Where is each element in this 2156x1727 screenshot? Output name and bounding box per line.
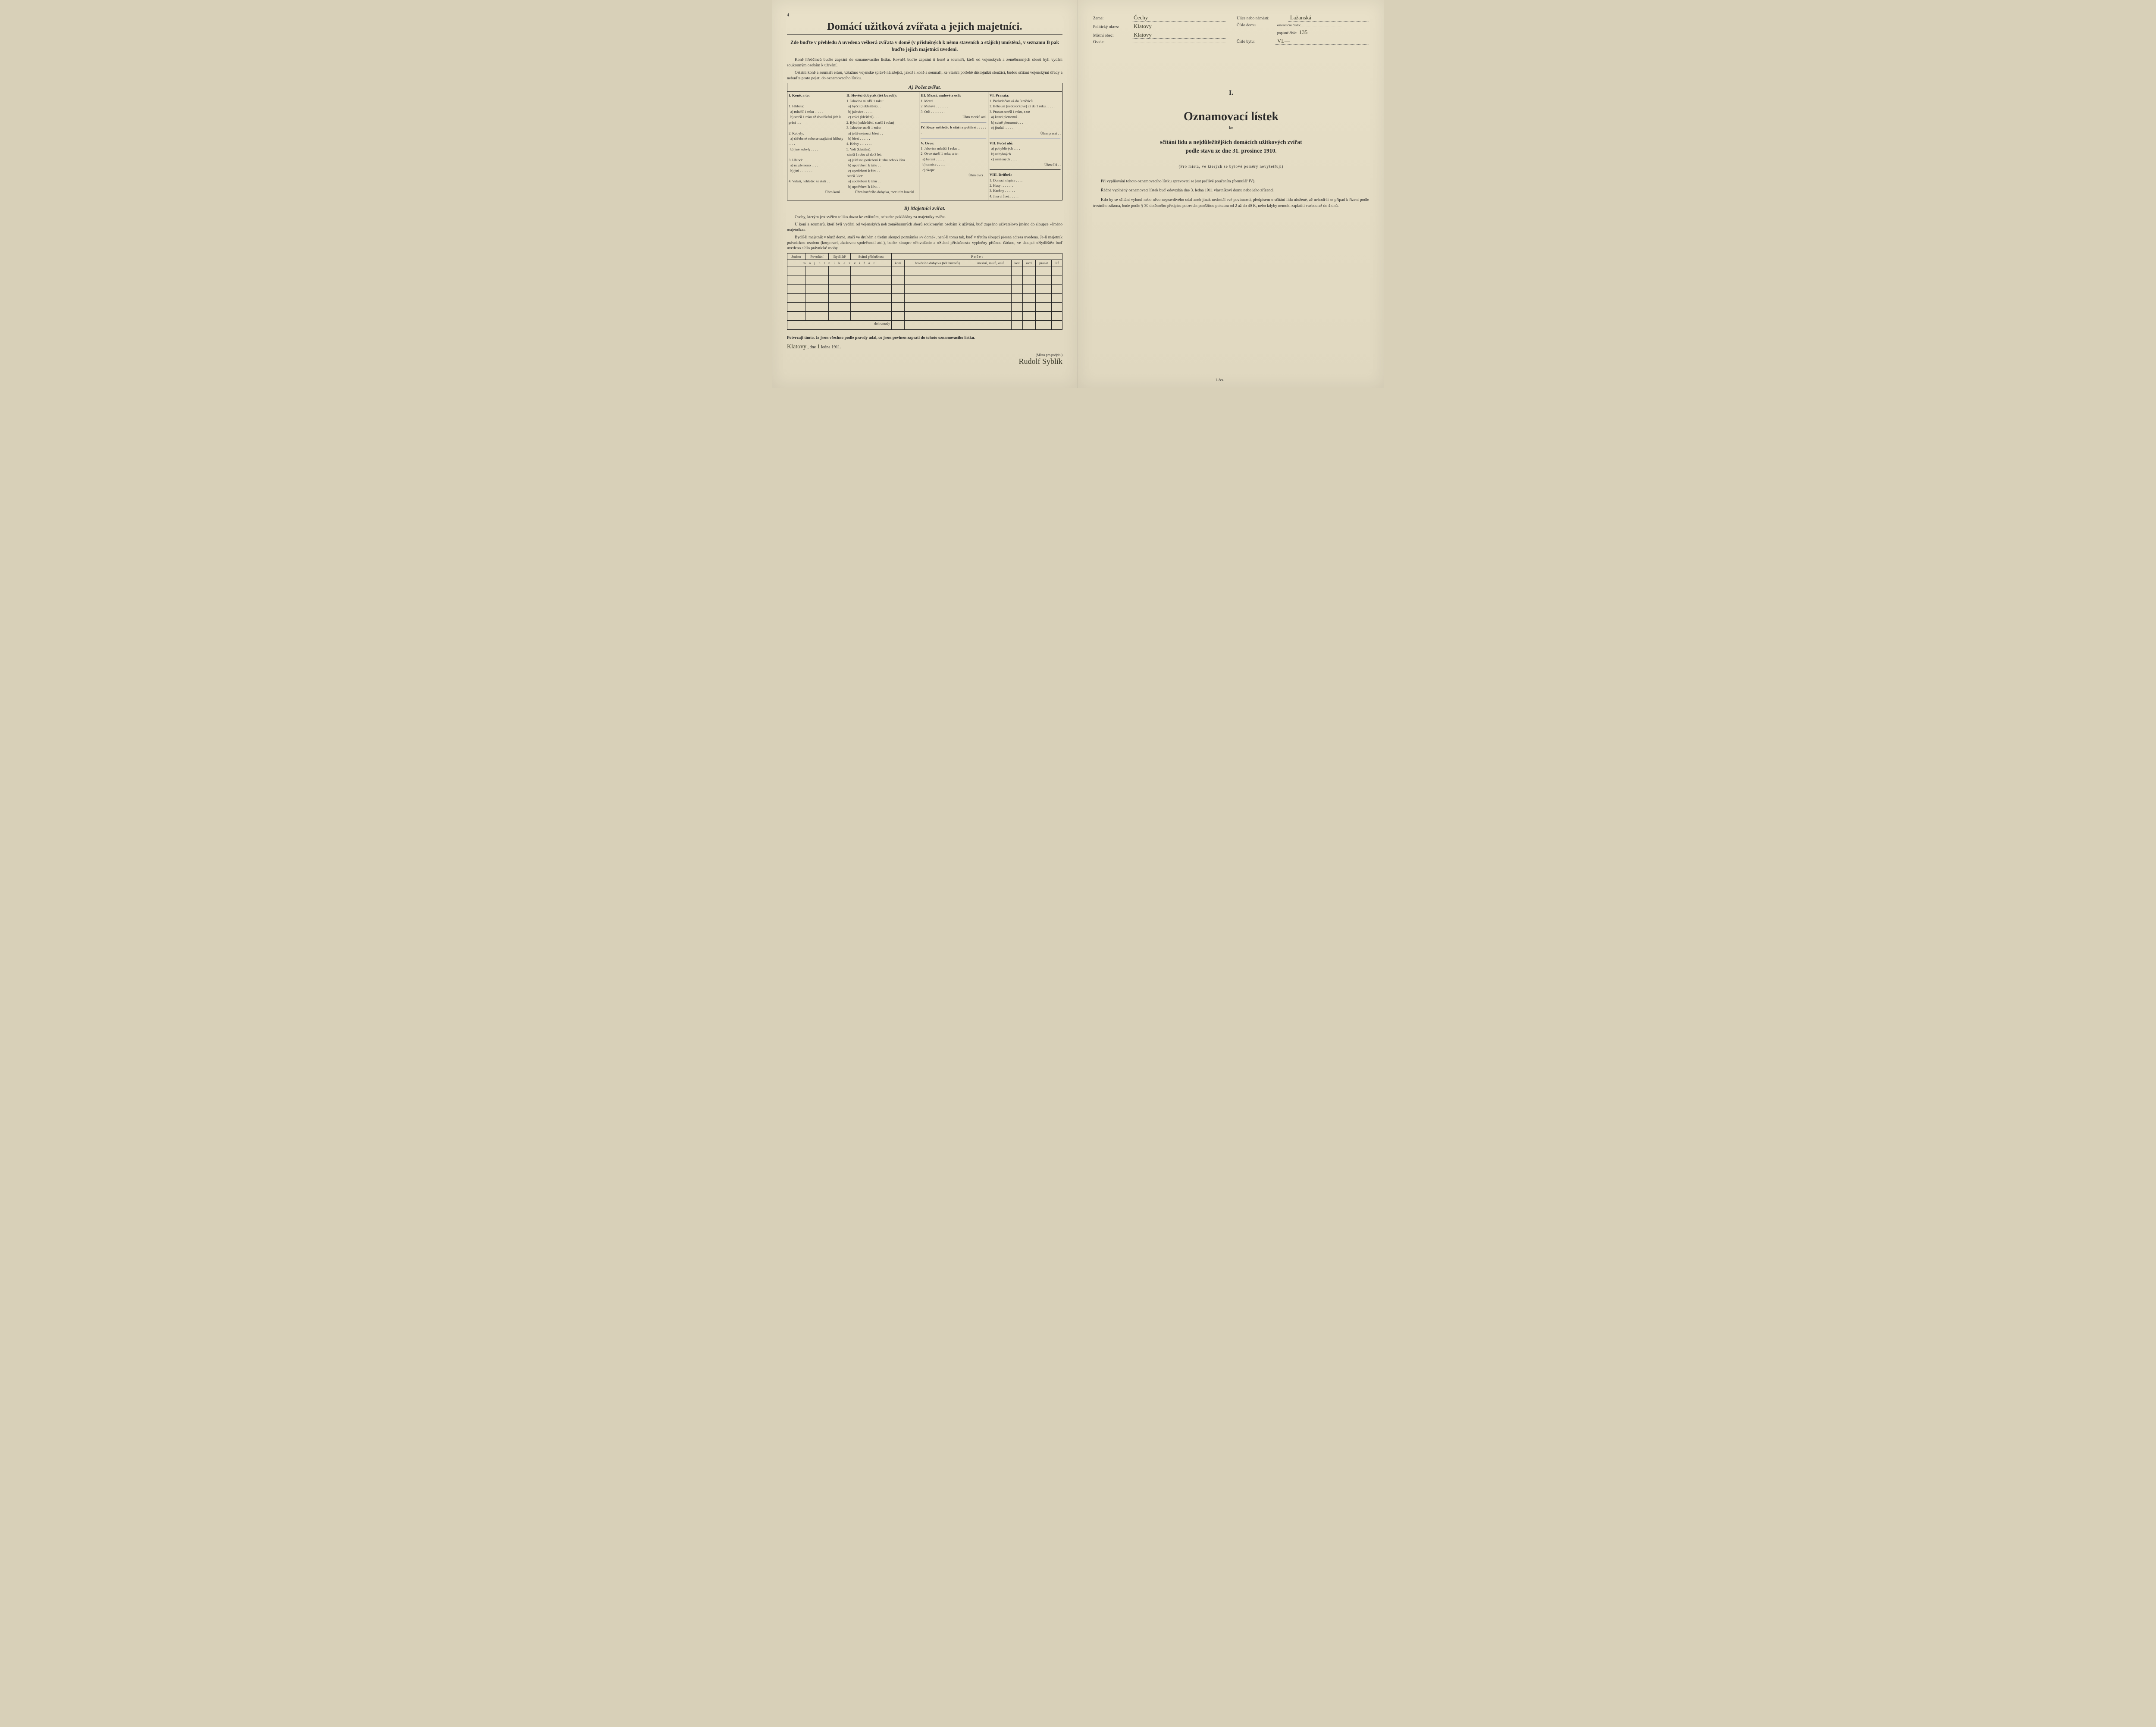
date-line: Klatovy , dne 1 ledna 1911.: [787, 344, 1062, 350]
signature: Rudolf Syblík: [787, 357, 1062, 366]
table-row: [787, 294, 1062, 303]
right-title: Oznamovací lístek: [1093, 110, 1369, 124]
b-p3: Bydlí-li majetník v témž domě, stačí ve …: [787, 235, 1062, 251]
page-number: 4: [787, 13, 1062, 18]
note: (Pro místa, ve kterých se bytové poměry …: [1093, 164, 1369, 169]
table-row-sum: dohromady: [787, 321, 1062, 330]
rule: [787, 34, 1062, 35]
roman-one: I.: [1093, 89, 1369, 97]
left-subtitle: Zde buďte v přehledu A uvedena veškerá z…: [787, 39, 1062, 53]
header-fields: Země:Čechy Politický okres:Klatovy Místn…: [1093, 13, 1369, 46]
left-title: Domácí užitková zvířata a jejich majetní…: [787, 21, 1062, 33]
sig-note: (Místo pro podpis.): [787, 353, 1062, 357]
col-3: III. Mezci, mulové a osli: 1. Mezci . . …: [919, 92, 988, 200]
table-row: [787, 312, 1062, 321]
intro-1: Koně hřebčinců buďte zapsáni do oznamova…: [787, 57, 1062, 69]
page-left: 4 Domácí užitková zvířata a jejich majet…: [772, 0, 1078, 388]
document-spread: 4 Domácí užitková zvířata a jejich majet…: [772, 0, 1384, 388]
b-p2: U koní a soumarů, kteří byli vydáni od v…: [787, 222, 1062, 233]
form-mark: I. čes.: [1216, 378, 1224, 382]
table-row: [787, 275, 1062, 285]
owners-table: Jméno Povolání Bydliště Státní příslušno…: [787, 253, 1062, 330]
mid-text: sčítání lidu a nejdůležitějších domácích…: [1093, 138, 1369, 156]
page-right: Země:Čechy Politický okres:Klatovy Místn…: [1078, 0, 1384, 388]
ke: ke: [1093, 125, 1369, 130]
para-3: Kdo by se sčítání vyhnul nebo něco nepra…: [1093, 197, 1369, 210]
table-row: [787, 266, 1062, 275]
section-b-header: B) Majetníci zvířat.: [787, 204, 1062, 213]
col-2: II. Hovězí dobytek (též buvoli): 1. Jalo…: [845, 92, 919, 200]
intro-2: Ostatní koně a soumaři eráru, vztažmo vo…: [787, 70, 1062, 81]
section-a-header: A) Počet zvířat.: [787, 83, 1062, 92]
col-1: I. Koně, a to: 1. Hříbata: a) mladší 1 r…: [787, 92, 845, 200]
table-row: [787, 303, 1062, 312]
b-p1: Osoby, kterým jest svěřen toliko dozor k…: [787, 215, 1062, 220]
animals-table: A) Počet zvířat. I. Koně, a to: 1. Hříba…: [787, 83, 1062, 200]
para-1: Při vyplňování tohoto oznamovacího lístk…: [1093, 179, 1369, 185]
table-row: [787, 285, 1062, 294]
col-4: VI. Prasata: 1. Podsvinčata až do 3 měsí…: [988, 92, 1062, 200]
para-2: Řádně vyplněný oznamovací lístek buď ode…: [1093, 188, 1369, 194]
confirm-text: Potvrzuji tímto, že jsem všechno podle p…: [787, 336, 1062, 340]
